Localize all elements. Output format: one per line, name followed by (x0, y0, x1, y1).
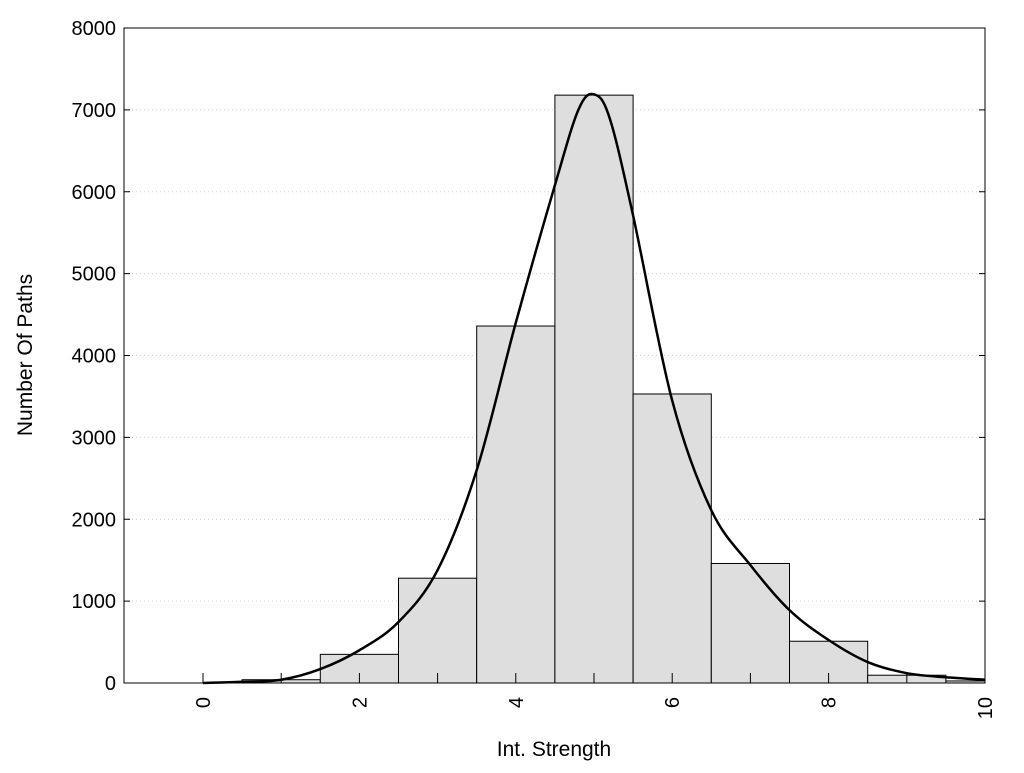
bar (398, 577, 478, 684)
y-tick-label: 0 (105, 673, 116, 695)
y-tick-label: 1000 (72, 591, 117, 613)
x-tick-label: 4 (506, 697, 528, 708)
y-axis-label: Number Of Paths (14, 274, 37, 436)
y-tick-label: 2000 (72, 509, 117, 531)
bar (632, 393, 712, 684)
x-tick-label: 0 (193, 697, 215, 708)
y-tick-label: 3000 (72, 427, 117, 449)
y-tick-label: 6000 (72, 182, 117, 204)
bars (241, 94, 986, 684)
x-tick-label: 10 (975, 697, 997, 719)
y-tick-label: 4000 (72, 346, 117, 368)
y-tick-labels: 0 1000 2000 3000 4000 5000 6000 7000 8000 (72, 18, 117, 695)
bar (710, 562, 790, 684)
y-tick-label: 8000 (72, 18, 117, 40)
bar (476, 325, 556, 684)
x-tick-label: 2 (349, 697, 371, 708)
x-axis-label: Int. Strength (497, 738, 611, 761)
x-tick-labels: 0 2 4 6 8 10 (193, 697, 997, 719)
x-tick-label: 6 (662, 697, 684, 708)
x-tick-label: 8 (819, 697, 841, 708)
density-curve (202, 92, 986, 685)
plot-frame (123, 27, 986, 684)
y-tick-label: 7000 (72, 100, 117, 122)
bar (554, 94, 634, 684)
y-tick-label: 5000 (72, 264, 117, 286)
